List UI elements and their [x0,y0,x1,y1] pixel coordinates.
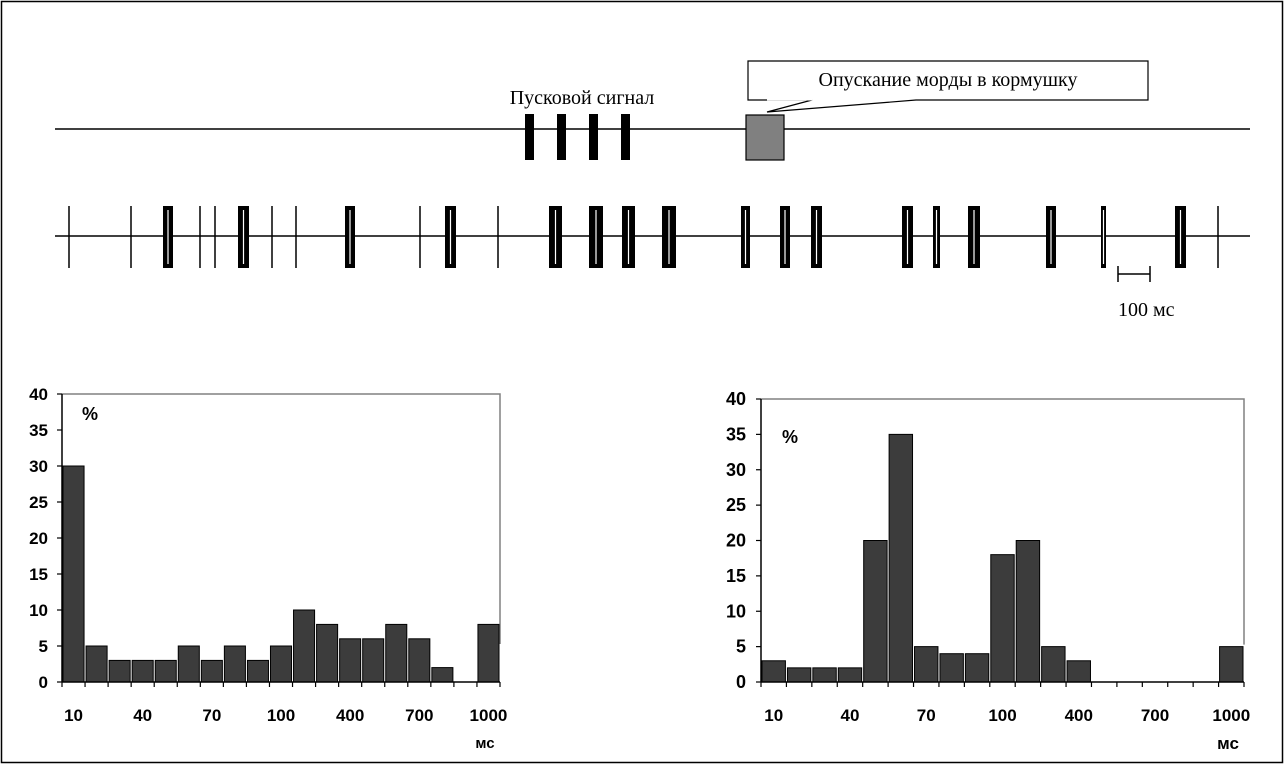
histogram-bar [154,659,177,683]
y-tick-label: 25 [29,493,48,512]
histogram-bar [431,667,454,683]
histogram-bar [177,645,200,683]
x-tick-label: 70 [202,706,221,725]
histogram-bar [1015,540,1041,683]
trigger-label: Пусковой сигнал [510,87,655,109]
y-tick-label: 5 [736,637,746,657]
histogram-bar [812,667,837,683]
histogram-bar [62,465,85,683]
histogram-bar [1219,646,1244,683]
histogram-bar [385,623,408,683]
x-tick-label: 1000 [1212,706,1250,725]
histogram-bar [269,645,293,683]
histogram-left: 0 5 10 15 20 25 30 35 40 10 40 70 100 400 700 1000% мс [29,385,507,752]
x-tick-label: 700 [405,706,433,725]
x-tick-label: 1000 [470,706,508,725]
histogram-bar [339,638,362,683]
scale-bar-label: 100 мс [1118,299,1175,321]
y-tick-label: 10 [726,601,746,621]
x-tick-label: 100 [988,706,1016,725]
feeder-event-box [745,114,785,161]
y-tick-label: 30 [29,457,48,476]
y-tick-label: 40 [29,385,48,404]
histogram-bar [964,653,990,683]
trigger-pulse [557,114,566,160]
y-tick-label: 5 [39,637,48,656]
y-tick-label: 0 [736,672,746,692]
y-axis-unit-label: % [82,404,98,424]
histogram-bar [85,645,108,683]
x-tick-label: 70 [917,706,936,725]
x-axis-unit-label: мс [1217,734,1239,753]
histogram-bar [786,667,812,683]
x-tick-label: 700 [1141,706,1169,725]
histogram-bar [761,660,786,683]
x-axis-unit-label: мс [475,735,494,752]
x-tick-label: 400 [336,706,364,725]
histogram-bar [293,609,316,683]
histogram-bar [837,667,863,683]
scale-bar [1117,266,1151,282]
histogram-bar [477,623,500,683]
histogram-bar [990,554,1015,683]
histogram-bar [939,653,964,683]
histogram-bar [246,659,269,683]
histogram-bar [316,623,339,683]
y-tick-label: 20 [726,531,746,551]
y-tick-label: 35 [29,421,48,440]
histogram-bar [362,638,385,683]
trigger-pulse [589,114,598,160]
x-tick-label: 400 [1065,706,1093,725]
x-tick-label: 40 [133,706,152,725]
y-tick-label: 15 [726,566,746,586]
histogram-bar [108,659,131,683]
y-tick-label: 35 [726,424,746,444]
histogram-right: 0 5 10 15 20 25 30 35 40 10 40 70 100 400 700 1000% мс [726,389,1250,753]
y-tick-label: 20 [29,529,48,548]
histogram-bar [200,659,223,683]
x-tick-label: 10 [764,706,783,725]
y-tick-label: 40 [726,389,746,409]
y-tick-label: 25 [726,495,746,515]
callout-bubble [747,60,1149,113]
histogram-bar [863,540,888,683]
histogram-bar [408,638,431,683]
trigger-pulse [621,114,630,160]
histogram-bar [1066,660,1091,683]
histogram-bar [131,659,154,683]
histogram-bar [888,433,914,683]
spike-train [68,206,1219,268]
callout-label: Опускание морды в кормушку [819,69,1078,91]
histogram-bar [1041,646,1066,683]
x-tick-label: 100 [267,706,295,725]
plot-frame [761,398,1245,645]
trigger-pulse [525,114,534,160]
histogram-bar [223,645,246,683]
y-tick-label: 0 [39,673,48,692]
y-tick-label: 10 [29,601,48,620]
x-tick-label: 10 [64,706,83,725]
x-tick-label: 40 [841,706,860,725]
y-axis-unit-label: % [782,427,798,447]
plot-frame [62,393,501,644]
histogram-bar [914,646,939,683]
y-tick-label: 15 [29,565,48,584]
y-tick-label: 30 [726,460,746,480]
